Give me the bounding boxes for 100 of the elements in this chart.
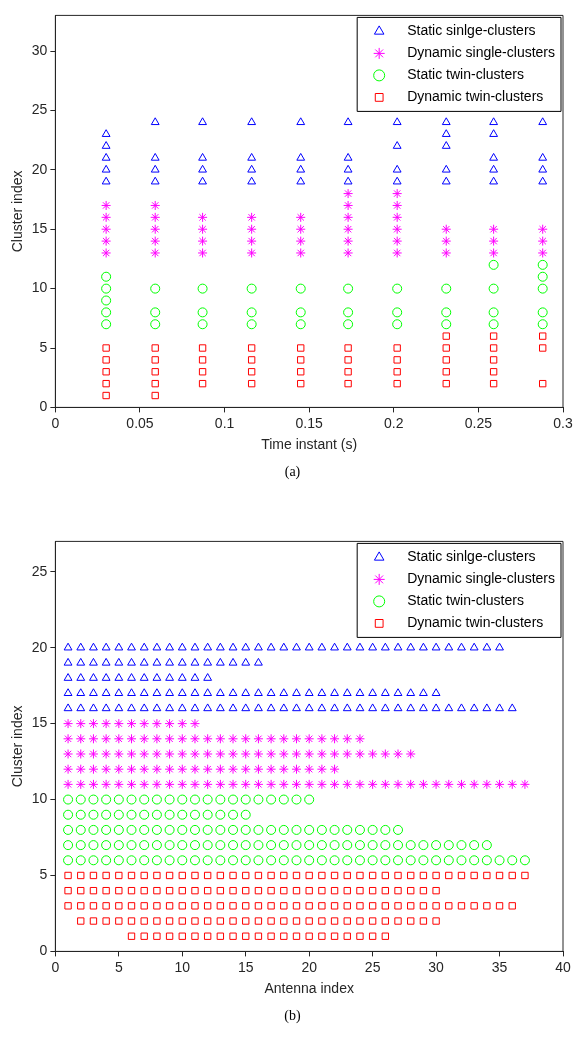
point [537, 236, 548, 247]
x-tick-label: 0 [51, 414, 60, 431]
point [297, 344, 305, 352]
point [150, 224, 161, 235]
x-tick-label: 20 [301, 958, 318, 975]
y-tick-label: 10 [31, 790, 48, 807]
point [442, 332, 450, 340]
x-tick-label: 0.2 [384, 414, 404, 431]
point [393, 344, 401, 352]
point [102, 344, 110, 352]
point [150, 164, 160, 173]
legend-label: Dynamic twin-clusters [407, 614, 544, 631]
point [441, 164, 451, 173]
x-tick-label: 0.05 [126, 414, 154, 431]
point [295, 236, 306, 247]
legend-label: Static twin-clusters [407, 66, 524, 83]
point [198, 176, 207, 185]
point [150, 200, 161, 211]
y-axis-title: Cluster index [9, 705, 26, 788]
point [150, 236, 161, 247]
point [247, 117, 257, 126]
point [150, 212, 161, 223]
text: (a) [283, 464, 302, 480]
point [488, 283, 499, 294]
point [343, 152, 353, 161]
point [247, 164, 257, 173]
point [295, 283, 306, 294]
point [197, 319, 208, 330]
point [343, 188, 354, 199]
point [102, 379, 110, 388]
x-tick-label: 40 [555, 958, 571, 975]
point [296, 117, 306, 126]
point [441, 236, 452, 247]
point [247, 152, 257, 161]
point [343, 164, 353, 173]
point [198, 152, 207, 161]
point [392, 224, 403, 235]
point [150, 307, 161, 318]
point [488, 319, 499, 330]
point [150, 247, 161, 258]
point [442, 344, 450, 352]
legend-label: Dynamic twin-clusters [407, 88, 544, 105]
point [297, 379, 305, 388]
y-tick-label: 25 [31, 101, 48, 118]
point [150, 319, 161, 330]
point [297, 356, 305, 364]
point [101, 319, 112, 330]
point [537, 247, 548, 258]
point [295, 224, 306, 235]
point [489, 152, 499, 161]
point [344, 344, 352, 352]
point [246, 307, 257, 318]
point [489, 332, 498, 340]
point [150, 283, 161, 294]
point [393, 356, 401, 364]
point [538, 164, 548, 173]
point [343, 117, 353, 126]
point [392, 176, 402, 185]
y-tick-label: 15 [31, 714, 48, 731]
point [537, 271, 548, 282]
point [393, 368, 401, 376]
point [539, 332, 547, 340]
point [537, 224, 548, 235]
point [198, 117, 207, 126]
point [295, 307, 306, 318]
point [101, 295, 112, 306]
point [343, 307, 354, 318]
point [537, 307, 548, 318]
point [151, 391, 159, 400]
point [489, 368, 498, 376]
y-axis-title: Cluster index [9, 170, 26, 253]
point [198, 344, 207, 352]
point [539, 379, 547, 388]
x-tick-label: 15 [237, 958, 254, 975]
point [198, 164, 207, 173]
point [343, 176, 353, 185]
point [392, 247, 403, 258]
point [101, 200, 112, 211]
point [441, 224, 452, 235]
point [101, 236, 112, 247]
point [441, 283, 452, 294]
legend-label: Dynamic single-clusters [407, 570, 556, 587]
x-tick-label: 5 [114, 958, 123, 975]
point [150, 152, 160, 161]
point [151, 368, 159, 376]
point [441, 307, 452, 318]
point [392, 283, 403, 294]
point [489, 379, 498, 388]
point [538, 117, 548, 126]
point [539, 344, 547, 352]
legend-label: Static twin-clusters [407, 592, 524, 609]
point [198, 379, 207, 388]
point [393, 379, 401, 388]
point [101, 212, 112, 223]
point [151, 344, 159, 352]
point [246, 212, 257, 223]
point [537, 259, 548, 270]
point [343, 224, 354, 235]
y-tick-label: 5 [39, 338, 48, 355]
point [151, 356, 159, 364]
